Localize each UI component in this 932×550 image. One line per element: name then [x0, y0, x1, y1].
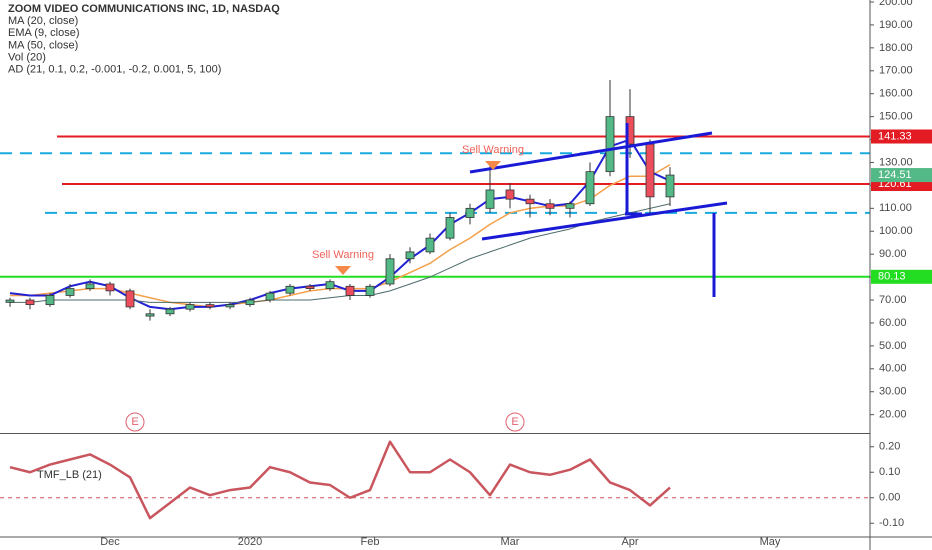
annotation: Sell Warning — [462, 144, 524, 156]
y-tick-label: 200.00 — [879, 0, 913, 8]
y-tick-label: 50.00 — [879, 340, 907, 352]
y-tick-label: 110.00 — [879, 202, 912, 214]
candle-body — [485, 189, 495, 209]
candle-body — [665, 174, 675, 198]
last-price-tag — [871, 168, 932, 183]
x-tick-label: Dec — [100, 536, 120, 548]
y-tick-label: 190.00 — [879, 19, 913, 31]
candle-body — [145, 313, 155, 317]
y-tick-label: 40.00 — [879, 363, 907, 375]
candle-body — [245, 299, 255, 306]
y-tick-label: -0.10 — [879, 517, 904, 529]
candle-body — [105, 283, 115, 292]
last-price-label: 124.51 — [878, 169, 912, 181]
x-tick-label: May — [760, 536, 781, 548]
candle-body — [405, 251, 415, 260]
candle-body — [45, 295, 55, 306]
candle-body — [505, 189, 515, 200]
y-tick-label: 160.00 — [879, 88, 913, 100]
candle-body — [25, 299, 35, 306]
candle-body — [365, 285, 375, 296]
candle-body — [205, 304, 215, 308]
moving-average — [10, 203, 671, 303]
annotation-marker — [335, 266, 351, 275]
legend: ZOOM VIDEO COMMUNICATIONS INC, 1D, NASDA… — [8, 3, 280, 481]
trendline — [469, 131, 713, 174]
candle-body — [385, 258, 395, 285]
y-tick-label: 130.00 — [879, 156, 913, 168]
candle-body — [465, 207, 475, 218]
candle-body — [425, 237, 435, 253]
y-tick-label: 20.00 — [879, 409, 907, 421]
y-tick-label: 170.00 — [879, 65, 913, 77]
y-tick-label: 100.00 — [879, 225, 913, 237]
y-tick-label: 30.00 — [879, 386, 907, 398]
x-tick-label: Mar — [501, 536, 520, 548]
candle-body — [125, 290, 135, 308]
legend-entry: EMA (9, close) — [8, 27, 80, 39]
event-marker[interactable] — [505, 412, 525, 432]
candle-body — [525, 198, 535, 205]
moving-average — [9, 138, 671, 311]
y-tick-label: 180.00 — [879, 42, 913, 54]
y-tick-label: 0.00 — [879, 492, 900, 504]
candle-body — [565, 203, 575, 209]
candle-body — [265, 292, 275, 301]
y-tick-label: 150.00 — [879, 111, 913, 123]
price-tag — [871, 269, 932, 284]
x-tick-label: Feb — [361, 536, 380, 548]
y-tick-label: 90.00 — [879, 248, 907, 260]
candle-body — [585, 171, 595, 205]
trendlines — [469, 123, 728, 297]
y-tick-label: 60.00 — [879, 317, 907, 329]
candle-body — [325, 281, 335, 289]
trendline — [481, 201, 728, 241]
candle-body — [545, 203, 555, 209]
event-label[interactable]: E — [131, 416, 138, 428]
candle-body — [85, 283, 95, 289]
legend-entry: MA (50, close) — [8, 39, 78, 51]
candle-body — [225, 304, 235, 308]
legend-entry: MA (20, close) — [8, 15, 78, 27]
chart-title: ZOOM VIDEO COMMUNICATIONS INC, 1D, NASDA… — [8, 3, 280, 15]
y-tick-label: 0.10 — [879, 466, 900, 478]
candle-body — [305, 285, 315, 289]
annotation: Sell Warning — [312, 249, 374, 261]
candle-body — [285, 285, 295, 294]
candle-body — [345, 285, 355, 296]
candle-body — [645, 143, 655, 198]
candle-body — [185, 304, 195, 310]
event-label[interactable]: E — [511, 416, 518, 428]
event-marker[interactable] — [125, 412, 145, 432]
plot-layer — [0, 79, 870, 520]
legend-entry: Vol (20) — [8, 52, 46, 64]
candle-body — [605, 116, 615, 173]
price-tag-label: 80.13 — [878, 271, 906, 283]
candle-body — [65, 288, 75, 296]
y-tick-label: 70.00 — [879, 294, 907, 306]
pane-title: TMF_LB (21) — [37, 469, 102, 481]
price-tag-label: 141.33 — [878, 130, 912, 142]
candle-body — [445, 217, 455, 239]
y-tick-label: 0.20 — [879, 441, 900, 453]
candle-body — [165, 308, 175, 315]
x-tick-label: 2020 — [238, 536, 262, 548]
candle-body — [5, 299, 15, 303]
indicator-line — [9, 440, 671, 520]
legend-entry: AD (21, 0.1, 0.2, -0.001, -0.2, 0.001, 5… — [8, 64, 221, 76]
annotation-marker — [485, 161, 501, 170]
x-tick-label: Apr — [621, 536, 638, 548]
price-tag — [871, 129, 932, 144]
